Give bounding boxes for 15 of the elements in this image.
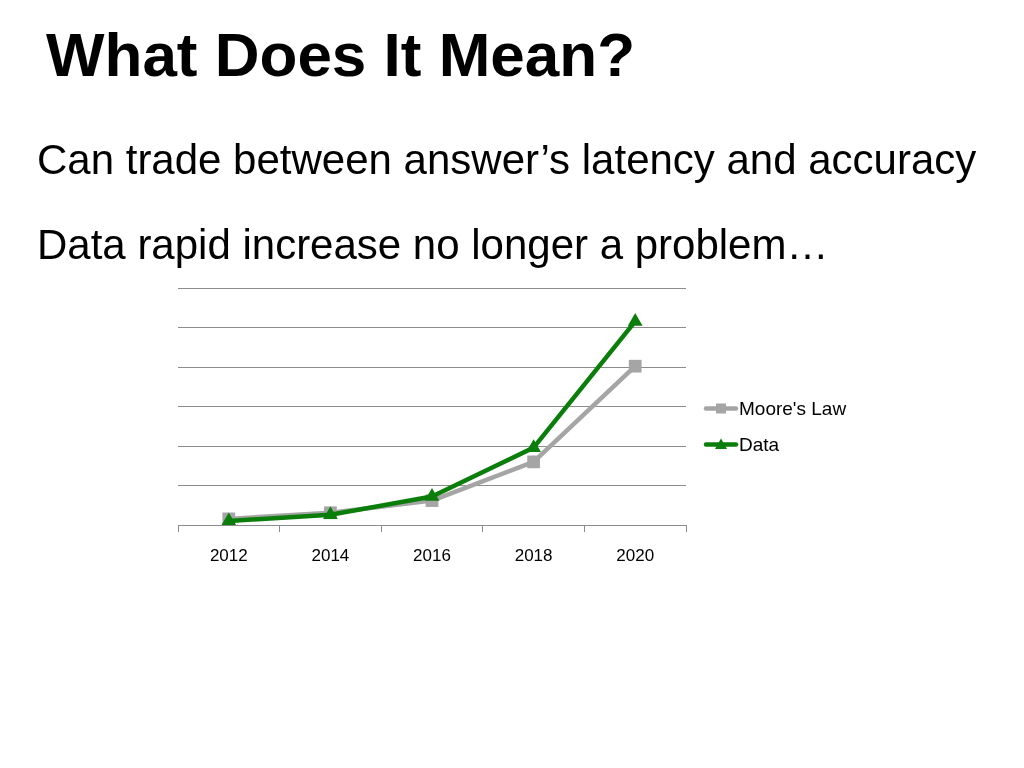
x-tick-label: 2020	[616, 545, 655, 565]
point	[527, 455, 540, 469]
point	[627, 312, 643, 326]
text: Data rapid increase no longer a problem…	[37, 221, 829, 268]
legend-label: Data	[739, 433, 780, 455]
chart-subtitle: Can trade between answer’s latency and accuracy	[37, 136, 977, 183]
x-tick-label: 2018	[514, 545, 553, 565]
x-tick-label: 2014	[311, 545, 350, 565]
point	[424, 488, 440, 501]
chart-title: What Does It Mean?	[46, 20, 636, 89]
point	[628, 359, 642, 373]
point	[526, 439, 541, 452]
x-tick-label: 2016	[413, 545, 451, 565]
x-tick-label: 2012	[209, 545, 248, 565]
legend-label: Moore's Law	[739, 397, 847, 419]
